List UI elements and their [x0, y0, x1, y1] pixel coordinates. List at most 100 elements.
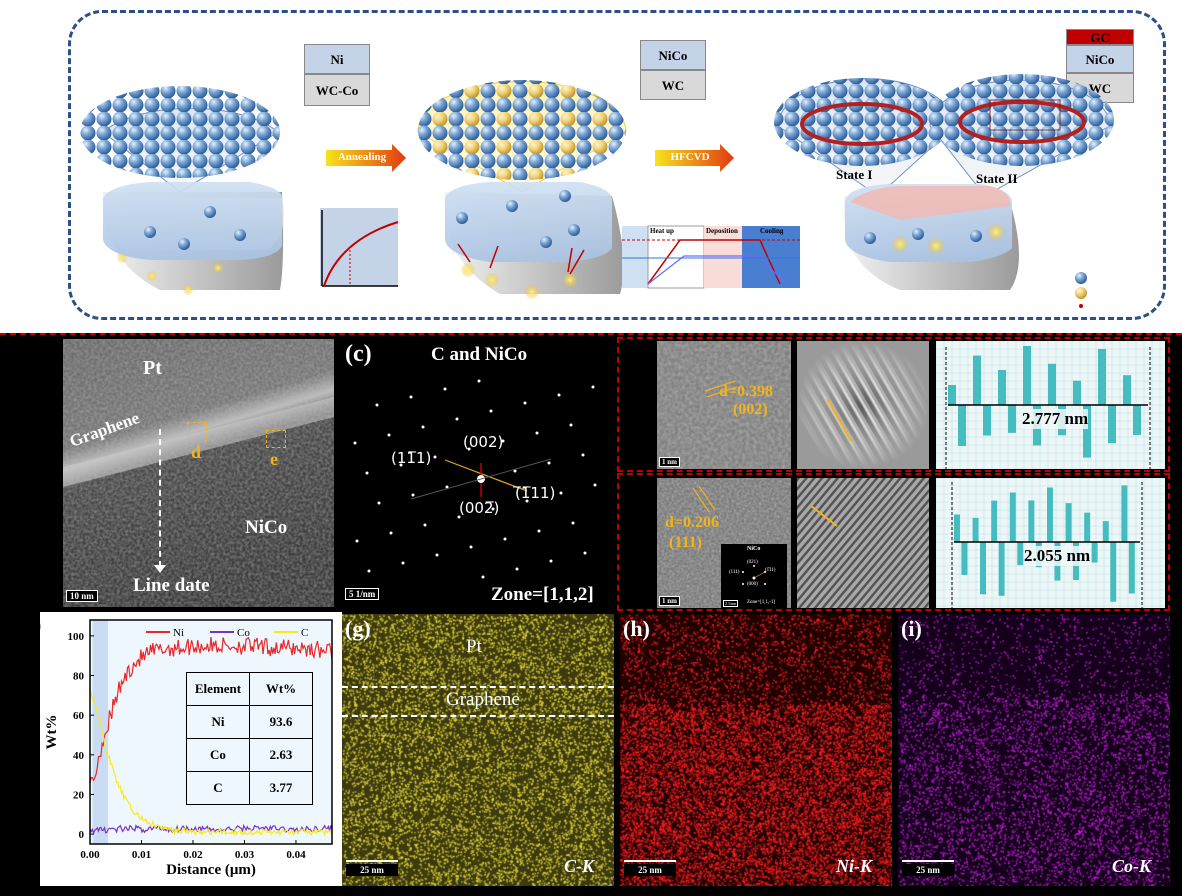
diffraction-spot — [443, 387, 447, 391]
box-d — [187, 422, 207, 442]
panel-d-hrtem: d=0.398 (002) 1 nm — [657, 341, 791, 469]
layer-nico: NiCo — [640, 40, 706, 70]
profile-bar — [1008, 405, 1016, 433]
spot-label-002: (002) — [463, 433, 504, 451]
label-pt: Pt — [143, 357, 162, 379]
x-tick-label: 0.02 — [183, 849, 203, 861]
eds-map-co — [898, 614, 1170, 886]
legend-label-ni: Ni — [173, 627, 184, 639]
scale-bar-d: 1 nm — [659, 457, 680, 467]
wt-cell: Co — [186, 738, 250, 772]
interface-line-bottom — [342, 715, 614, 717]
profile-bar — [1102, 521, 1109, 542]
diffraction-pattern — [353, 379, 597, 579]
profile-bar — [1098, 348, 1106, 405]
scale-bar-i: 25 nm — [902, 864, 954, 876]
profile-bar — [991, 500, 998, 542]
panel-d-profile: 2.777 nm — [936, 341, 1165, 469]
panel-h-map: (h) 25 nm Ni-K — [620, 614, 892, 886]
profile-bar — [1084, 512, 1091, 542]
row-divider — [0, 333, 1182, 335]
wt-cell: C — [186, 771, 250, 805]
profile-bar — [1047, 487, 1053, 542]
profile-d-plot — [936, 341, 1165, 469]
line-scan-path — [159, 429, 161, 567]
panel-c-letter: (c) — [345, 341, 372, 367]
interface-line-top — [342, 686, 614, 688]
label-e: e — [270, 449, 278, 469]
panel-f-letter: ) — [34, 612, 42, 637]
wt-cell: 93.6 — [249, 705, 313, 739]
y-tick-label: 40 — [73, 750, 85, 762]
x-tick-label: 0.04 — [286, 849, 306, 861]
diffraction-spot — [433, 455, 437, 459]
scale-bar-b: 10 nm — [66, 590, 98, 602]
panel-f-chart: ) 0 20 40 60 80 100 0.00 0.01 0.02 0.03 0.04 Distan… — [34, 612, 342, 886]
layer-wc-co: WC-Co — [304, 74, 370, 106]
profile-bar — [1028, 500, 1035, 542]
diffraction-spot — [469, 545, 473, 549]
panel-c-saed: (c) C and NiCo (002) (11̅1) (̅1̅11) (002… — [341, 339, 612, 607]
hrtem-d-texture — [657, 341, 791, 469]
box-e — [266, 430, 286, 448]
panel-g-letter: (g) — [345, 616, 371, 641]
wt-header-element: Element — [186, 672, 250, 706]
x-tick-label: 0.00 — [80, 849, 100, 861]
series-line-c — [89, 689, 333, 837]
panel-e-frame — [617, 473, 1170, 611]
inset-pattern — [742, 565, 766, 585]
series-line-ni — [89, 636, 333, 784]
panel-g-map: (g) Pt Graphene 25 nm C-K — [342, 614, 614, 886]
diffraction-spot — [457, 515, 461, 519]
eds-map-ni — [620, 614, 892, 886]
profile-bar — [1023, 345, 1031, 405]
state-2-label: State II — [976, 171, 1018, 186]
y-tick-label: 20 — [73, 789, 85, 801]
diffraction-spot — [445, 485, 449, 489]
wt-table-box: Element Wt% Ni 93.6 Co 2.63 C 3.77 — [186, 672, 313, 805]
tem-texture — [63, 339, 334, 607]
diffraction-spot — [401, 561, 405, 565]
legend-label-co: Co — [237, 627, 250, 639]
profile-bar — [1108, 405, 1116, 444]
profile-bar — [1009, 492, 1016, 542]
wt-cell: 2.63 — [249, 738, 313, 772]
diffraction-spot — [389, 531, 393, 535]
profile-bar — [1073, 380, 1081, 405]
inset-saed-e: NiCo (021) (111) (1̅11) (000) 2 1/nm Zon… — [721, 544, 787, 608]
x-axis-label: Distance (μm) — [166, 862, 256, 878]
diffraction-spot — [377, 501, 381, 505]
profile-bar — [961, 542, 968, 575]
profile-deposition: Deposition — [706, 227, 738, 235]
diffraction-spot — [375, 403, 379, 407]
panel-i-map: (i) 25 nm Co-K — [898, 614, 1170, 886]
wt-header-wt: Wt% — [249, 672, 313, 706]
panel-e-profile: 2.055 nm — [936, 478, 1165, 608]
y-tick-label: 100 — [68, 631, 85, 643]
eds-map-c — [342, 614, 614, 886]
diffraction-spot — [367, 569, 371, 573]
profile-bar — [1123, 375, 1131, 405]
layer-wc: WC — [640, 70, 706, 100]
profile-bar — [980, 542, 986, 595]
wt-cell: 3.77 — [249, 771, 313, 805]
diffraction-spot — [365, 471, 369, 475]
scale-line-g — [346, 860, 398, 862]
profile-bar — [1083, 405, 1091, 458]
diffraction-spot — [353, 441, 357, 445]
diffraction-spot — [559, 491, 563, 495]
profile-bar — [1133, 405, 1141, 435]
profile-bar — [973, 355, 981, 405]
diffraction-spot — [503, 537, 507, 541]
interface-band — [92, 620, 109, 844]
profile-bar — [1110, 542, 1117, 602]
y-axis-label: Wt% — [44, 715, 60, 750]
profile-bar — [1121, 485, 1128, 542]
diffraction-spot — [593, 483, 597, 487]
profile-bar — [1048, 363, 1056, 405]
inset-zone: Zone=[1,1,-1] — [747, 600, 776, 605]
table-row: Ni 93.6 — [186, 705, 313, 739]
diffraction-spot — [569, 423, 573, 427]
wt-table-header: Element Wt% — [186, 672, 313, 706]
diffraction-spot — [557, 393, 561, 397]
